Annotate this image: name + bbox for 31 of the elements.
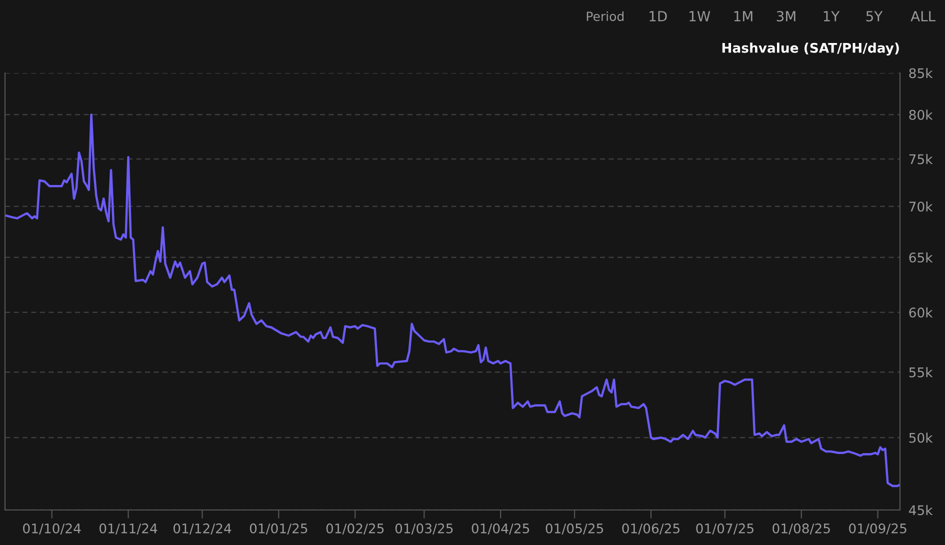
- x-tick-label: 01/07/25: [696, 523, 754, 534]
- text: 3M: [776, 10, 796, 22]
- x-tick-label: 01/01/25: [250, 523, 308, 534]
- y-tick-label: 80k: [909, 110, 933, 120]
- x-tick-label: 01/10/24: [23, 523, 81, 534]
- x-tick-label: 01/02/25: [326, 523, 384, 534]
- text: 1W: [690, 11, 710, 22]
- x-tick-label: 01/08/25: [772, 523, 830, 534]
- text: 1M: [734, 11, 752, 22]
- y-tick-label: 65k: [909, 252, 933, 263]
- y-tick-label: 70k: [909, 201, 933, 212]
- y-tick-label: 85k: [909, 68, 933, 78]
- text: 1Y: [824, 11, 840, 22]
- y-tick-label: 50k: [909, 432, 933, 443]
- text: 5Y: [866, 11, 883, 22]
- x-tick-label: 01/09/25: [849, 523, 906, 534]
- x-tick-label: 01/06/25: [622, 523, 680, 534]
- text: 1D: [650, 11, 667, 22]
- x-tick-label: 01/03/25: [395, 523, 453, 534]
- y-tick-label: 75k: [909, 154, 933, 164]
- line-series: [5, 114, 900, 488]
- y-axis-title: Hashvalue (SAT/PH/day): [722, 42, 899, 56]
- x-tick-label: 01/12/24: [173, 523, 232, 534]
- x-tick-label: 01/05/25: [546, 523, 604, 534]
- y-tick-label: 60k: [909, 307, 933, 318]
- x-tick-label: 01/04/25: [472, 523, 530, 534]
- text: ALL: [910, 11, 936, 22]
- text: Period: [586, 11, 624, 22]
- x-tick-label: 01/11/24: [100, 523, 158, 534]
- y-tick-label: 45k: [908, 504, 933, 516]
- y-tick-label: 55k: [909, 367, 933, 378]
